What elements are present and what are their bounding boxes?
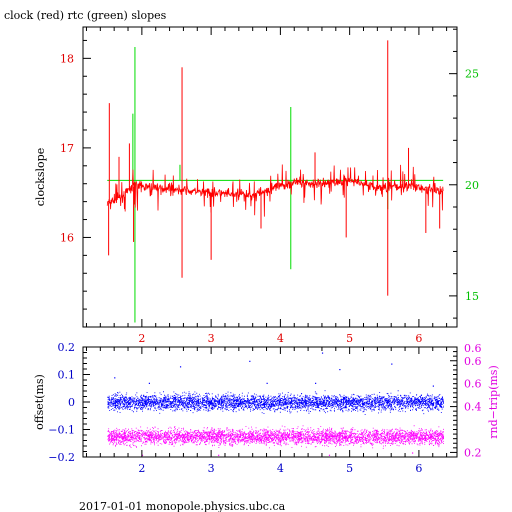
rtc-series <box>107 47 444 323</box>
bottom-x-tick-label-2: 2 <box>138 462 145 475</box>
top-right-tick-label-20: 20 <box>465 179 479 192</box>
top-plot-frame <box>82 26 458 328</box>
offset-outlier-1 <box>148 382 150 384</box>
rndtrip-outlier-3 <box>411 452 414 454</box>
bottom-left-ticks: −0.2 −0.1 0 0.1 0.2 <box>48 341 90 464</box>
offset-outlier-0 <box>114 377 116 379</box>
bottom-right-tick-label-3: 0.6 <box>464 355 482 368</box>
bottom-y-axis-label: offset(ms) <box>33 374 46 430</box>
chart-title: clock (red) rtc (green) slopes <box>4 9 167 22</box>
top-right-tick-label-25: 25 <box>465 68 479 81</box>
bottom-x-tick-label-6: 6 <box>415 462 422 475</box>
bottom-right-tick-label-1: 0.4 <box>464 401 482 414</box>
top-left-tick-label-18: 18 <box>60 52 74 65</box>
offset-outlier-9 <box>432 385 434 387</box>
clock-line <box>106 164 444 217</box>
rndtrip-outlier-2 <box>328 454 331 456</box>
offset-points <box>107 390 445 415</box>
bottom-right-tick-label-2: 0.6 <box>464 378 482 391</box>
top-left-ticks: 16 17 18 <box>60 39 91 310</box>
top-x-tick-label-3: 3 <box>208 332 215 345</box>
offset-outlier-5 <box>315 382 317 384</box>
bottom-right-tick-label-4: 0.6 <box>464 342 482 355</box>
top-left-tick-label-17: 17 <box>60 142 74 155</box>
bottom-right-tick-label-0: 0.2 <box>464 446 482 459</box>
bottom-left-tick-label-2: 0 <box>68 396 75 409</box>
bottom-left-tick-label-0: −0.2 <box>48 451 75 464</box>
bottom-x-ticks: 2 3 4 5 6 <box>85 347 448 475</box>
rndtrip-outlier-1 <box>218 454 220 456</box>
bottom-x-tick-label-5: 5 <box>346 462 353 475</box>
bottom-left-tick-label-1: −0.1 <box>48 424 75 437</box>
clock-series <box>106 40 444 296</box>
bottom-left-tick-label-4: 0.2 <box>58 341 76 354</box>
top-x-ticks: 2 3 4 5 6 <box>85 27 448 345</box>
offset-outlier-2 <box>179 366 182 368</box>
rndtrip-points <box>107 425 445 449</box>
offset-series <box>107 352 445 415</box>
offset-outlier-8 <box>391 363 393 365</box>
bottom-plot-area <box>107 352 445 456</box>
offset-outlier-7 <box>339 369 341 371</box>
top-left-tick-label-16: 16 <box>60 231 74 244</box>
offset-outlier-6 <box>321 352 324 354</box>
top-right-ticks: 15 20 25 <box>449 28 479 319</box>
top-x-tick-label-2: 2 <box>138 332 145 345</box>
bottom-right-ticks: 0.20.40.60.60.6 <box>450 342 482 459</box>
bottom-x-tick-label-3: 3 <box>208 462 215 475</box>
offset-outlier-4 <box>266 382 268 384</box>
top-panel: 2 3 4 5 6 16 17 18 15 20 25 clockslope <box>34 26 479 345</box>
top-x-tick-label-4: 4 <box>277 332 284 345</box>
top-plot-area <box>106 40 444 323</box>
rndtrip-series <box>107 425 445 456</box>
bottom-x-tick-label-4: 4 <box>277 462 284 475</box>
offset-outlier-3 <box>249 360 251 362</box>
bottom-left-tick-label-3: 0.1 <box>58 369 76 382</box>
top-y-axis-label: clockslope <box>34 148 47 206</box>
footer-label: 2017-01-01 monopole.physics.ubc.ca <box>79 500 286 512</box>
top-x-tick-label-6: 6 <box>415 332 422 345</box>
top-x-tick-label-5: 5 <box>346 332 353 345</box>
rndtrip-outlier-0 <box>141 454 144 456</box>
bottom-y2-axis-label: rnd−trip(ms) <box>487 365 500 439</box>
top-right-tick-label-15: 15 <box>465 290 479 303</box>
